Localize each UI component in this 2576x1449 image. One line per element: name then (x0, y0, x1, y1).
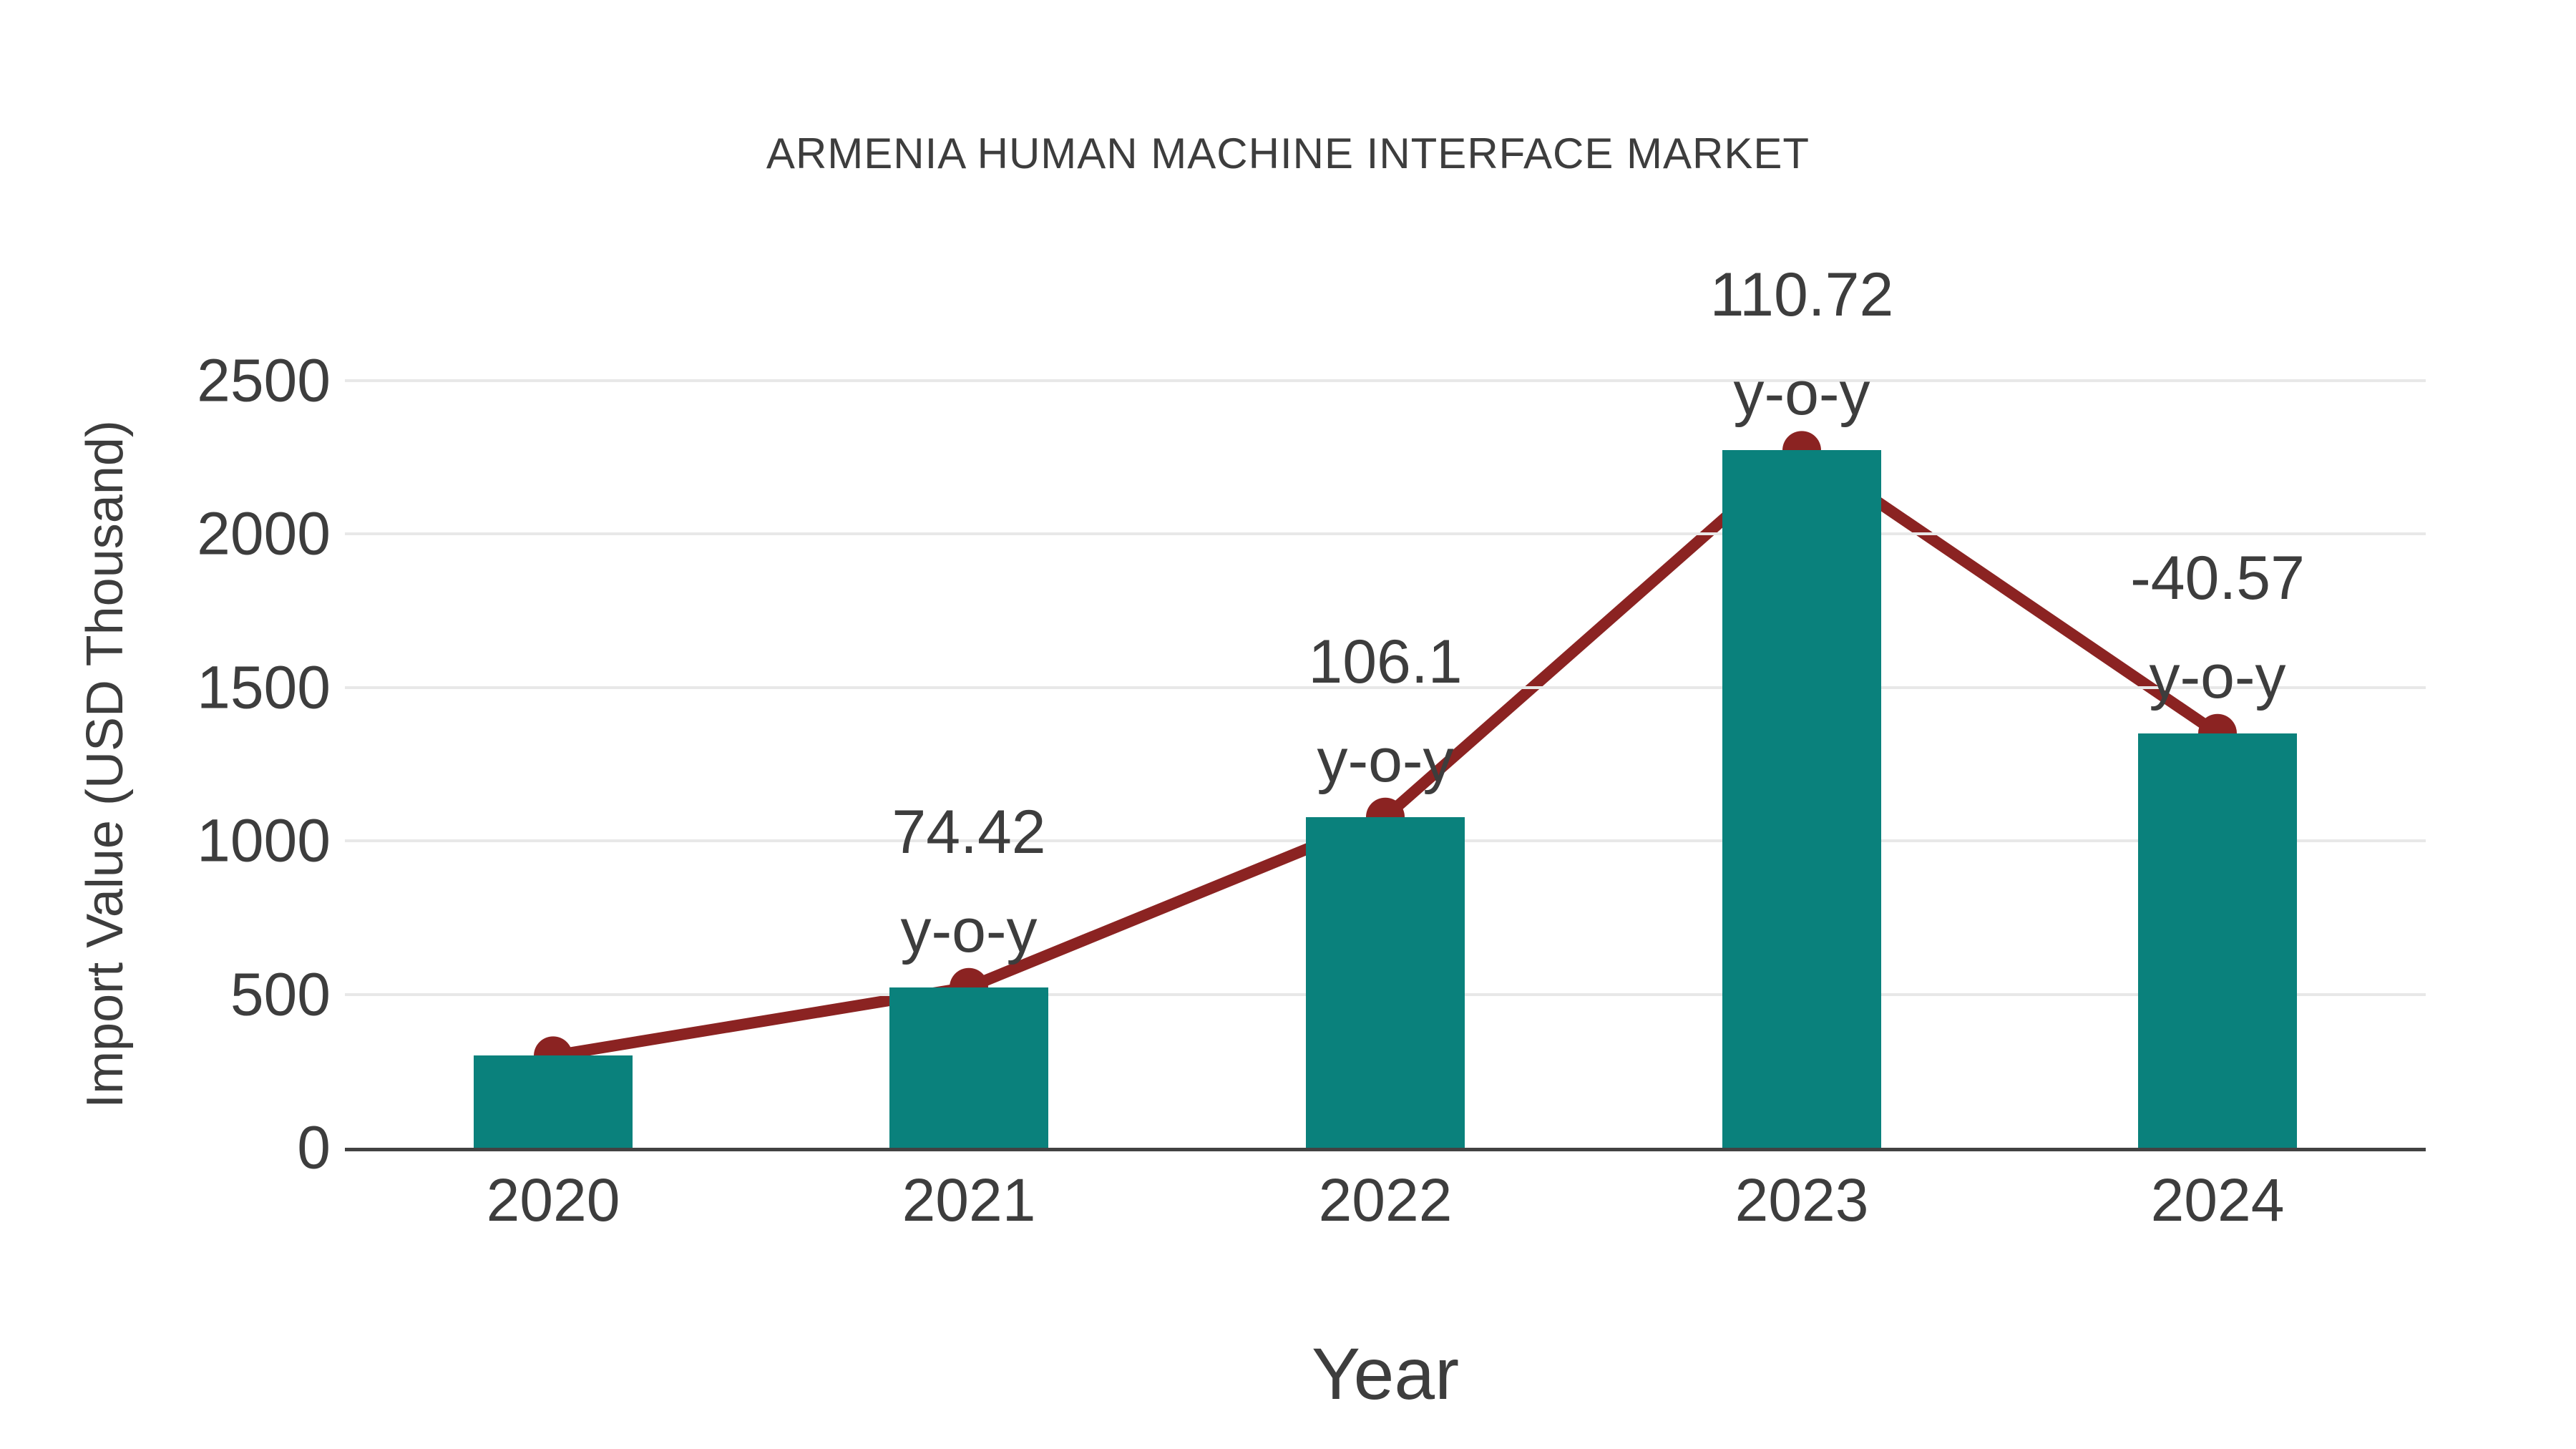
gridline-y-1500 (345, 686, 2426, 689)
y-tick-label-2500: 2500 (197, 346, 331, 414)
y-tick-label-1500: 1500 (197, 653, 331, 721)
annotation-suffix: y-o-y (1317, 726, 1454, 795)
bar-2023 (1722, 450, 1881, 1148)
annotation-value: -40.57 (2130, 543, 2305, 613)
annotation-2021: 74.42 y-o-y (740, 783, 1198, 980)
annotation-value: 110.72 (1709, 260, 1894, 330)
bar-2021 (889, 987, 1048, 1148)
annotation-suffix: y-o-y (900, 896, 1038, 965)
x-tick-label-2024: 2024 (2150, 1166, 2285, 1234)
y-tick-label-2000: 2000 (197, 499, 331, 567)
x-axis-title: Year (1311, 1333, 1460, 1415)
annotation-2023: 110.72 y-o-y (1573, 245, 2031, 443)
annotation-2022: 106.1 y-o-y (1156, 613, 1614, 810)
y-tick-label-1000: 1000 (197, 806, 331, 874)
gridline-y-2500 (345, 379, 2426, 382)
annotation-value: 74.42 (892, 797, 1046, 867)
annotation-value: 106.1 (1308, 627, 1463, 696)
annotation-2024: -40.57 y-o-y (1989, 529, 2446, 726)
bar-2020 (474, 1055, 633, 1148)
x-tick-label-2023: 2023 (1735, 1166, 1869, 1234)
y-tick-label-500: 500 (230, 960, 331, 1028)
x-tick-label-2021: 2021 (902, 1166, 1036, 1234)
y-tick-label-0: 0 (297, 1113, 331, 1181)
gridline-y-2000 (345, 532, 2426, 536)
annotation-suffix: y-o-y (2149, 642, 2286, 711)
annotation-suffix: y-o-y (1733, 359, 1870, 429)
x-tick-label-2020: 2020 (486, 1166, 620, 1234)
bar-2022 (1306, 817, 1465, 1148)
x-tick-label-2022: 2022 (1318, 1166, 1453, 1234)
plot-area: 74.42 y-o-y 106.1 y-o-y 110.72 y-o-y -40.57 y-o… (345, 0, 2426, 1151)
chart-title: ARMENIA HUMAN MACHINE INTERFACE MARKET (766, 130, 1810, 177)
bar-2024 (2138, 733, 2297, 1148)
